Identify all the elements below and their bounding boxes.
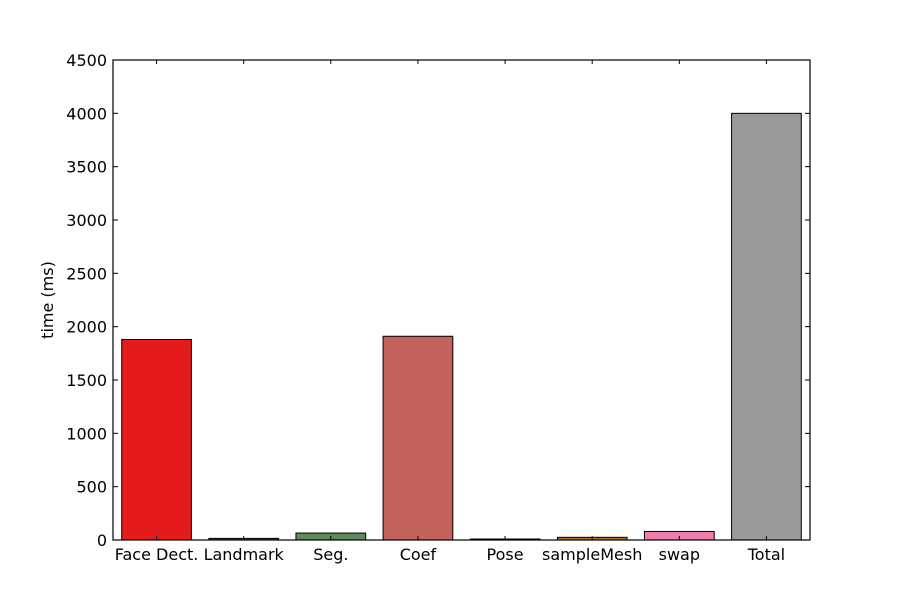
y-axis-title: time (ms) (38, 261, 57, 339)
y-tick-label: 2500 (66, 264, 107, 283)
x-tick-label: Landmark (204, 545, 285, 564)
x-tick-label: sampleMesh (542, 545, 642, 564)
y-tick-label: 500 (76, 478, 107, 497)
bar-coef (382, 335, 454, 541)
bar-face-dect (121, 338, 192, 541)
x-tick-label: Seg. (313, 545, 348, 564)
y-tick-label: 1500 (66, 371, 107, 390)
bars-group (121, 112, 802, 541)
x-axis-ticks: Face Dect. Landmark Seg. Coef Pose sampleMesh… (115, 60, 785, 564)
y-tick-label: 3000 (66, 211, 107, 230)
x-tick-label: Pose (487, 545, 524, 564)
y-tick-label: 1000 (66, 424, 107, 443)
x-tick-label: Face Dect. (115, 545, 199, 564)
y-axis-ticks: 0 500 1000 1500 2000 2500 3000 3500 4000 4500 (66, 51, 810, 550)
y-tick-label: 4000 (66, 104, 107, 123)
x-tick-label: swap (659, 545, 700, 564)
y-tick-label: 4500 (66, 51, 107, 70)
y-tick-label: 0 (97, 531, 107, 550)
y-tick-label: 2000 (66, 318, 107, 337)
x-tick-label: Total (747, 545, 785, 564)
plot-area-frame (112, 59, 811, 541)
bar-total (731, 112, 802, 541)
x-tick-label: Coef (400, 545, 437, 564)
y-tick-label: 3500 (66, 158, 107, 177)
